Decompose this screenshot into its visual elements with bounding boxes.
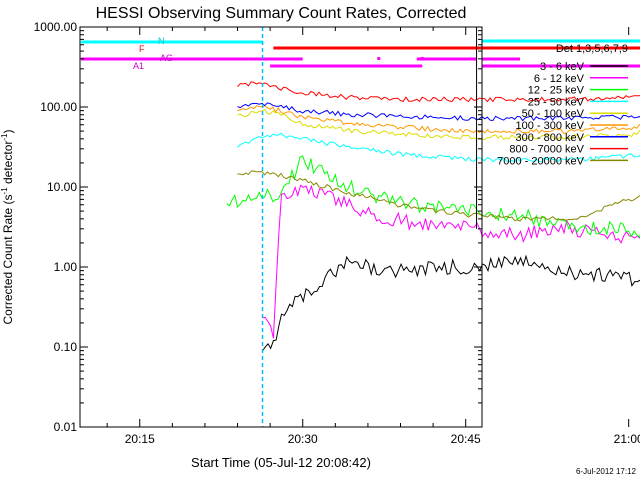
legend-label: 25 - 50 keV — [528, 96, 585, 108]
y-tick-label: 100.00 — [40, 100, 77, 114]
attenuator-dot — [377, 57, 381, 60]
legend-label: 3 - 6 keV — [540, 61, 585, 73]
y-axis-label-close: ) — [1, 129, 15, 133]
plot-frame — [79, 26, 483, 428]
y-tick-label: 0.10 — [54, 340, 78, 354]
y-tick-label: 1000.00 — [34, 20, 78, 34]
y-axis: 0.01 0.10 1.00 10.00 100.00 1000.00 — [34, 20, 482, 434]
series-layer — [226, 27, 640, 352]
x-tick-label: 20:45 — [451, 432, 481, 446]
series-line — [226, 155, 640, 238]
x-tick-label: 20:30 — [288, 432, 318, 446]
series-line — [262, 184, 640, 339]
legend-label: 7000 - 20000 keV — [497, 155, 585, 167]
y-axis-label-main: Corrected Count Rate (s — [1, 194, 15, 324]
legend-label: 6 - 12 keV — [534, 73, 585, 85]
series-line — [237, 102, 640, 122]
legend-label: 50 - 100 keV — [522, 108, 585, 120]
x-tick-label: 21:00 — [614, 432, 640, 446]
y-axis-label-sup: -1 — [0, 187, 9, 195]
series-line — [237, 81, 640, 103]
flag-label-attenuator-state: A1 — [133, 61, 144, 71]
y-axis-label-tail: detector — [1, 141, 15, 188]
flag-label-fast-rate: F — [139, 44, 145, 54]
attenuator-dot — [420, 57, 424, 60]
y-axis-label: Corrected Count Rate (s-1 detector-1) — [0, 129, 15, 324]
chart-title: HESSI Observing Summary Count Rates, Cor… — [96, 5, 467, 22]
y-tick-label: 10.00 — [47, 180, 77, 194]
legend-label: 800 - 7000 keV — [509, 144, 584, 156]
x-tick-label: 20:15 — [125, 432, 155, 446]
series-line — [237, 132, 640, 163]
series-line — [237, 108, 640, 141]
series-line — [237, 105, 640, 134]
legend-label: 100 - 300 keV — [516, 120, 585, 132]
y-axis-label-sup2: -1 — [0, 133, 9, 141]
y-tick-label: 0.01 — [54, 420, 78, 434]
vertical-markers — [261, 27, 264, 427]
series-line — [262, 254, 640, 352]
legend-label: 12 - 25 keV — [528, 85, 585, 97]
timestamp: 6-Jul-2012 17:12 — [576, 467, 637, 476]
y-tick-label: 1.00 — [54, 260, 78, 274]
legend-label: 300 - 800 keV — [516, 132, 585, 144]
flag-label-attenuator: AG — [160, 53, 173, 63]
legend-title: Det 1,3,5,6,7,9 — [556, 43, 628, 55]
x-axis-label: Start Time (05-Jul-12 20:08:42) — [191, 455, 371, 470]
series-line — [237, 170, 640, 222]
flag-label-night: N — [158, 36, 165, 46]
